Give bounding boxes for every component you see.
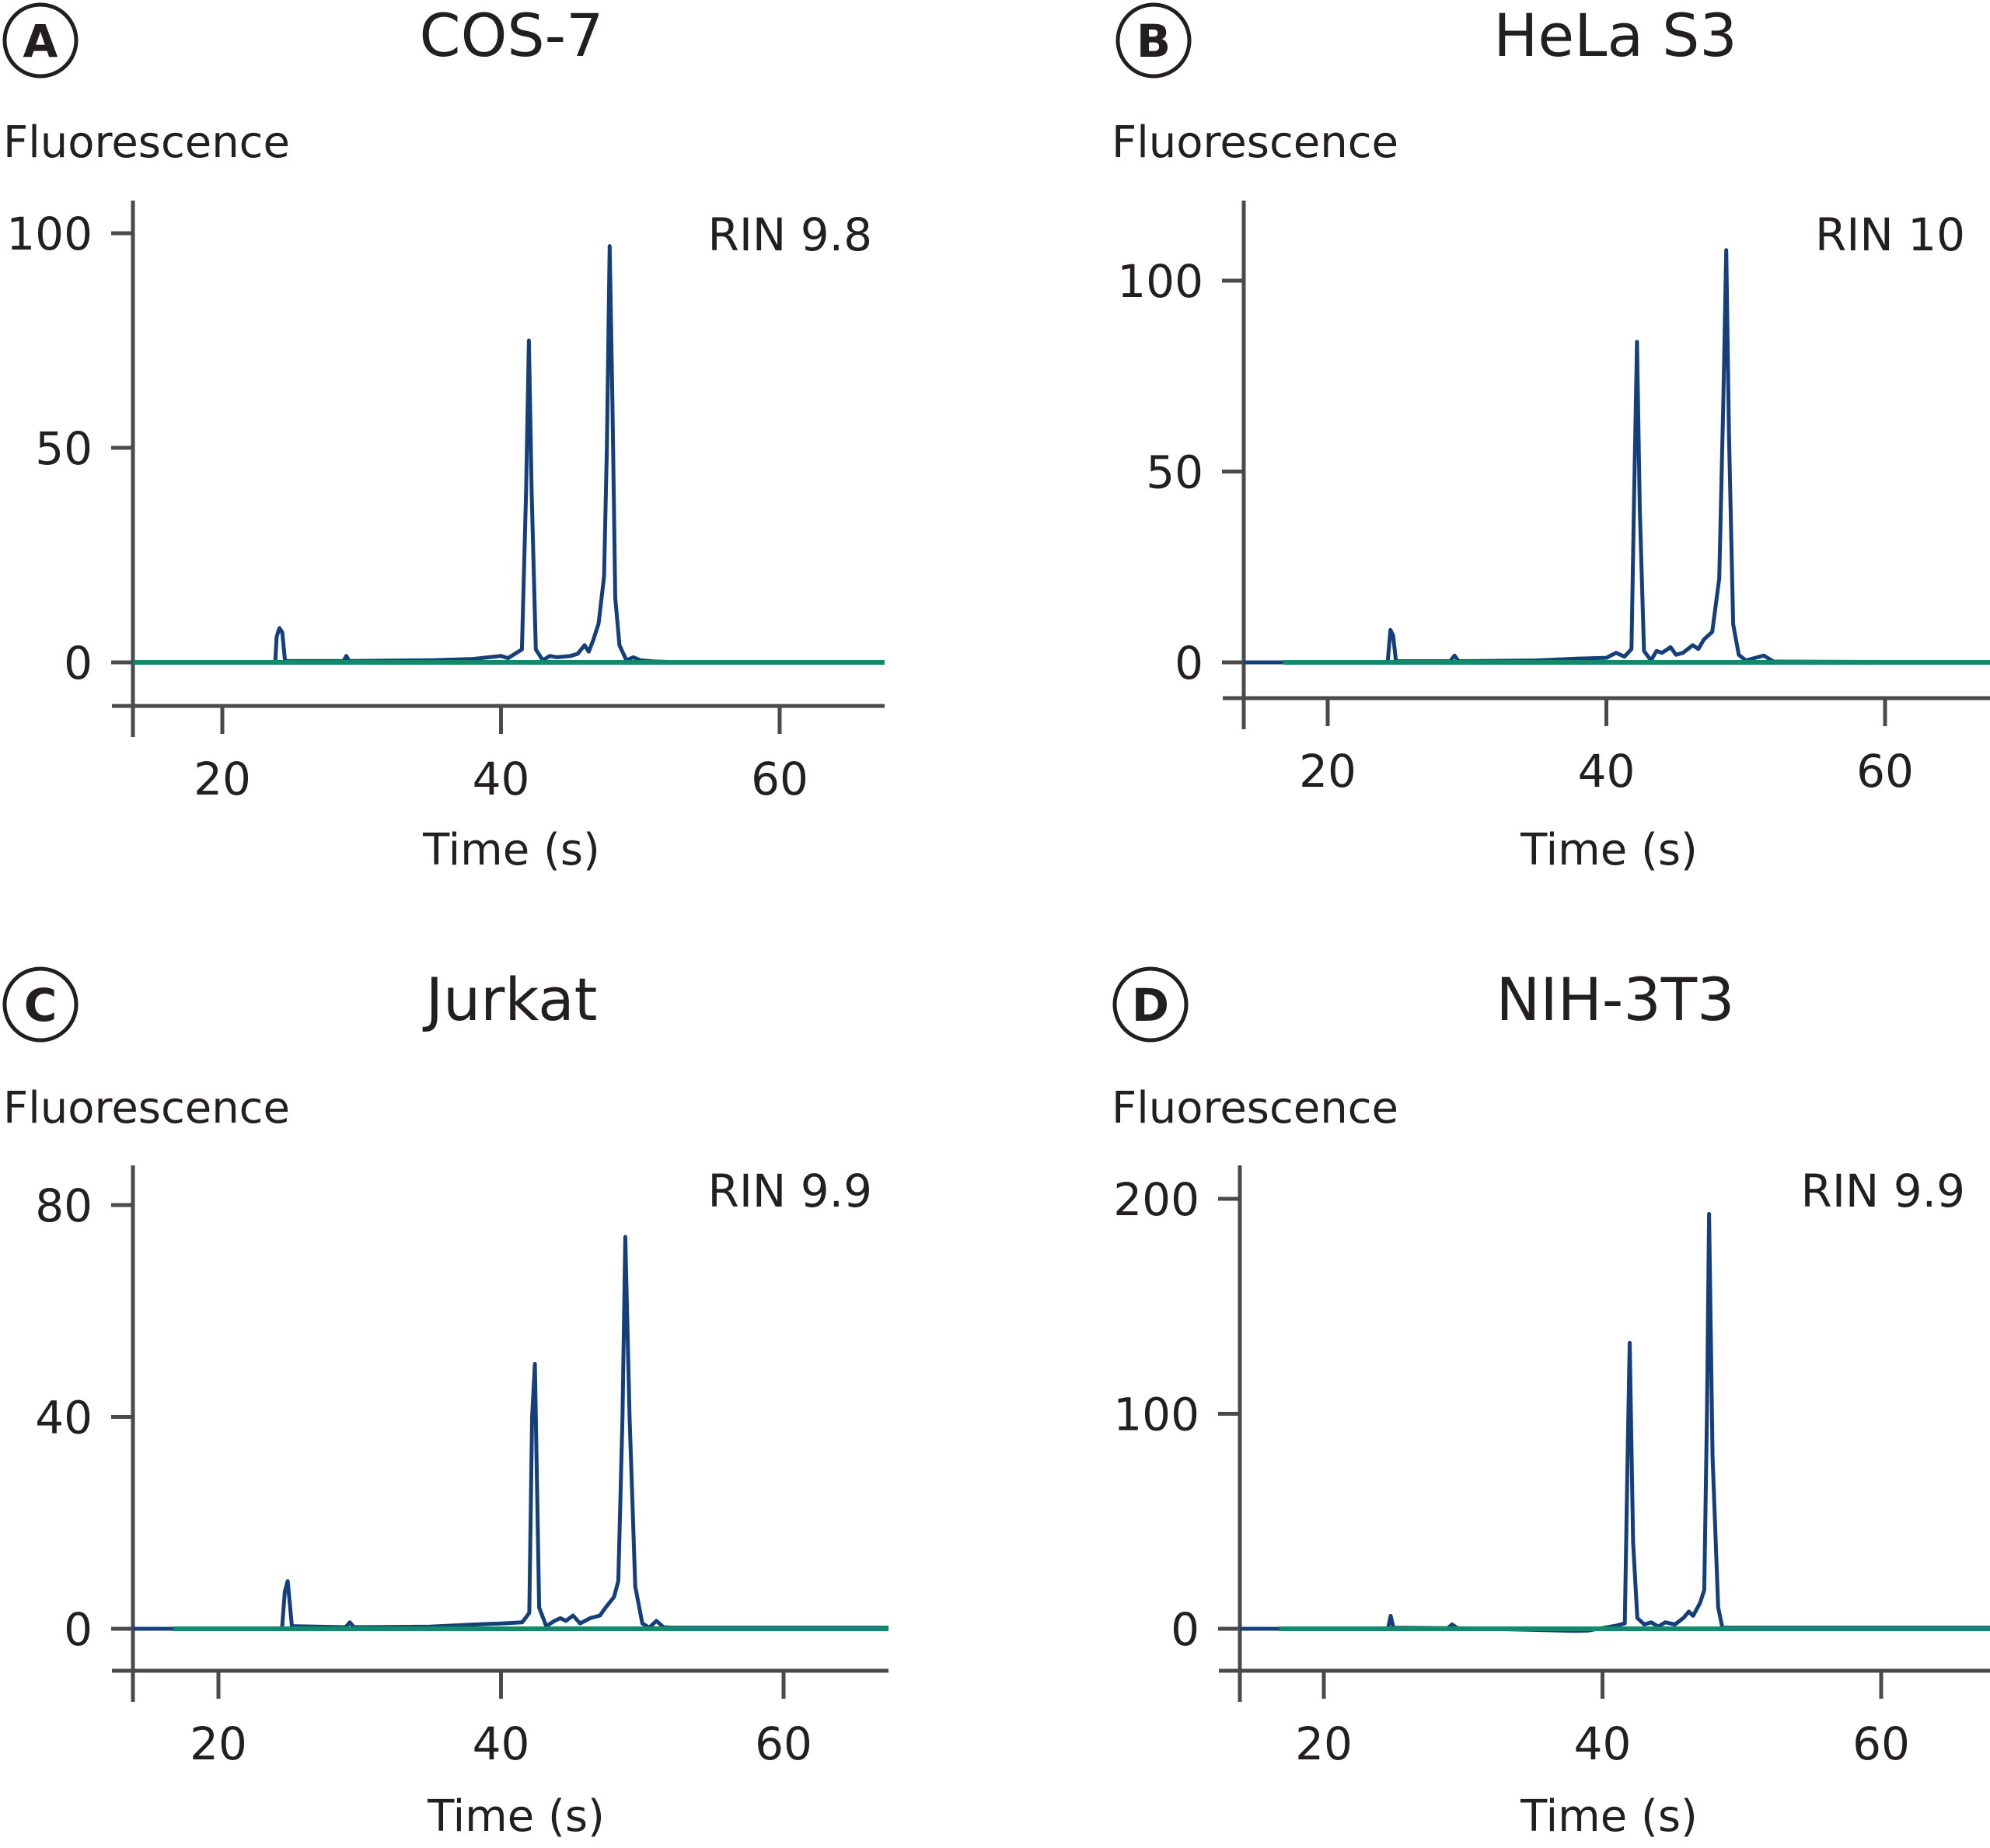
panel-title: COS-7 (420, 1, 604, 70)
y-axis-label: Fluorescence (1112, 117, 1398, 168)
rin-annotation: RIN 9.9 (708, 1165, 872, 1217)
badge-circle-icon (1112, 966, 1189, 1043)
x-axis-label: Time (s) (422, 825, 600, 875)
panel-badge: D (1112, 966, 1189, 1043)
y-axis-label: Fluorescence (1112, 1083, 1398, 1134)
x-tick-label: 40 (1574, 1717, 1632, 1770)
y-tick-label: 0 (64, 1603, 93, 1656)
y-tick-label: 0 (1171, 1603, 1199, 1656)
y-tick-label: 80 (35, 1179, 93, 1232)
x-tick-label: 60 (751, 753, 808, 805)
panel-badge: A (2, 2, 79, 79)
panel-a: A COS-7 Fluorescence RIN 9.8 0 50 100 20 40 60 Tim… (2, 1, 885, 875)
y-tick-label: 100 (1113, 1389, 1199, 1441)
panel-badge: C (2, 966, 79, 1043)
rin-annotation: RIN 10 (1815, 208, 1965, 261)
x-tick-label: 60 (1856, 745, 1914, 798)
rin-annotation: RIN 9.8 (708, 208, 872, 261)
x-axis-label: Time (s) (427, 1791, 605, 1842)
badge-circle-icon (2, 2, 79, 79)
x-tick-label: 20 (1299, 745, 1356, 798)
y-tick-label: 40 (35, 1392, 93, 1445)
x-tick-label: 40 (473, 753, 530, 805)
y-tick-label: 0 (64, 637, 93, 690)
x-axis-label: Time (s) (1520, 825, 1698, 875)
y-tick-label: 100 (6, 208, 93, 260)
panel-badge: B (1115, 2, 1192, 79)
x-tick-label: 60 (755, 1717, 812, 1770)
panel-letter: C (24, 979, 58, 1032)
x-tick-label: 40 (1578, 745, 1636, 798)
x-tick-label: 60 (1852, 1717, 1910, 1770)
y-axis-label: Fluorescence (3, 117, 290, 168)
y-tick-label: 50 (1146, 446, 1203, 499)
panel-title: HeLa S3 (1493, 1, 1737, 70)
rin-annotation: RIN 9.9 (1801, 1165, 1965, 1217)
panel-letter: D (1132, 979, 1169, 1032)
panel-letter: A (23, 15, 58, 68)
x-tick-label: 40 (473, 1717, 530, 1770)
badge-circle-icon (2, 966, 79, 1043)
panel-letter: B (1136, 15, 1171, 68)
x-tick-label: 20 (190, 1717, 247, 1770)
electropherogram-line (133, 1235, 889, 1631)
panel-d: D NIH-3T3 Fluorescence RIN 9.9 0 100 200 20 40 60… (1112, 965, 1990, 1842)
electropherogram-line (1240, 1211, 1990, 1633)
y-tick-label: 0 (1175, 637, 1203, 690)
badge-circle-icon (1115, 2, 1192, 79)
x-tick-label: 20 (194, 753, 251, 805)
y-axis-label: Fluorescence (3, 1083, 290, 1134)
electropherogram-line (133, 244, 885, 665)
panel-c: C Jurkat Fluorescence RIN 9.9 0 40 80 20 40 60 Tim… (2, 965, 889, 1842)
panel-title: NIH-3T3 (1496, 965, 1735, 1034)
y-tick-label: 200 (1113, 1173, 1199, 1226)
y-tick-label: 50 (35, 422, 93, 475)
panel-b: B HeLa S3 Fluorescence RIN 10 0 50 100 20 40 60 Ti… (1112, 1, 1990, 875)
x-tick-label: 20 (1295, 1717, 1353, 1770)
x-axis-label: Time (s) (1520, 1791, 1698, 1842)
electropherogram-line (1244, 248, 1990, 665)
y-tick-label: 100 (1117, 255, 1203, 308)
panel-title: Jurkat (423, 965, 598, 1034)
